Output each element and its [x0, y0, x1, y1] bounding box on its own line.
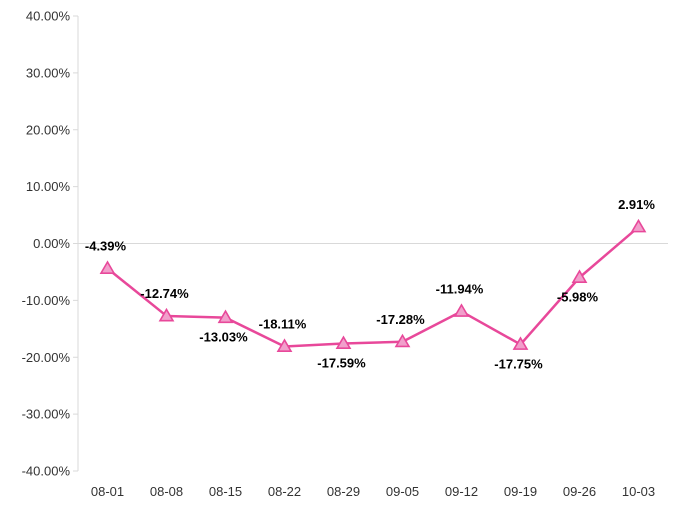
data-point-marker: [99, 260, 116, 274]
series-line: [106, 226, 640, 348]
data-point-marker: [217, 309, 234, 324]
x-tick-label: 09-26: [563, 484, 596, 499]
y-tick-label: 0.00%: [33, 236, 70, 251]
data-label: -5.98%: [557, 290, 599, 305]
x-tick-label: 10-03: [622, 484, 655, 499]
x-tick-label: 08-22: [268, 484, 301, 499]
data-point-marker: [630, 218, 647, 233]
y-tick-label: -20.00%: [22, 350, 71, 365]
data-label: -12.74%: [140, 286, 189, 301]
y-tick-label: 20.00%: [26, 122, 71, 137]
data-label: -17.59%: [317, 356, 366, 371]
data-point-marker: [453, 303, 470, 317]
data-label: 2.91%: [618, 197, 655, 212]
x-tick-label: 08-01: [91, 484, 124, 499]
series: [99, 218, 647, 352]
data-point-marker: [276, 338, 293, 352]
data-label: -17.28%: [376, 312, 425, 327]
y-tick-label: 10.00%: [26, 179, 71, 194]
x-tick-label: 09-19: [504, 484, 537, 499]
data-label: -17.75%: [494, 356, 543, 371]
y-axis: 40.00% 30.00% 20.00% 10.00% 0.00% -10.00% -20.…: [22, 9, 79, 479]
y-tick-label: -40.00%: [22, 464, 71, 479]
data-label: -13.03%: [199, 330, 248, 345]
y-tick-label: -10.00%: [22, 293, 71, 308]
data-point-marker: [571, 269, 588, 283]
data-point-marker: [158, 307, 175, 322]
data-labels: -4.39% -12.74% -13.03% -18.11% -17.59% -17.28…: [85, 197, 655, 372]
data-label: -4.39%: [85, 238, 127, 253]
y-tick-label: 30.00%: [26, 65, 71, 80]
data-point-marker: [394, 333, 411, 348]
data-point-marker: [335, 335, 352, 350]
x-tick-label: 08-08: [150, 484, 183, 499]
x-axis: 08-01 08-08 08-15 08-22 08-29 09-05 09-12 09-19…: [78, 243, 668, 499]
data-point-marker: [512, 336, 529, 350]
x-tick-label: 08-15: [209, 484, 242, 499]
x-tick-label: 08-29: [327, 484, 360, 499]
data-label: -18.11%: [259, 317, 307, 332]
y-tick-label: 40.00%: [26, 9, 71, 24]
data-label: -11.94%: [436, 281, 484, 296]
x-tick-label: 09-12: [445, 484, 478, 499]
y-tick-label: -30.00%: [22, 407, 71, 422]
x-tick-label: 09-05: [386, 484, 419, 499]
